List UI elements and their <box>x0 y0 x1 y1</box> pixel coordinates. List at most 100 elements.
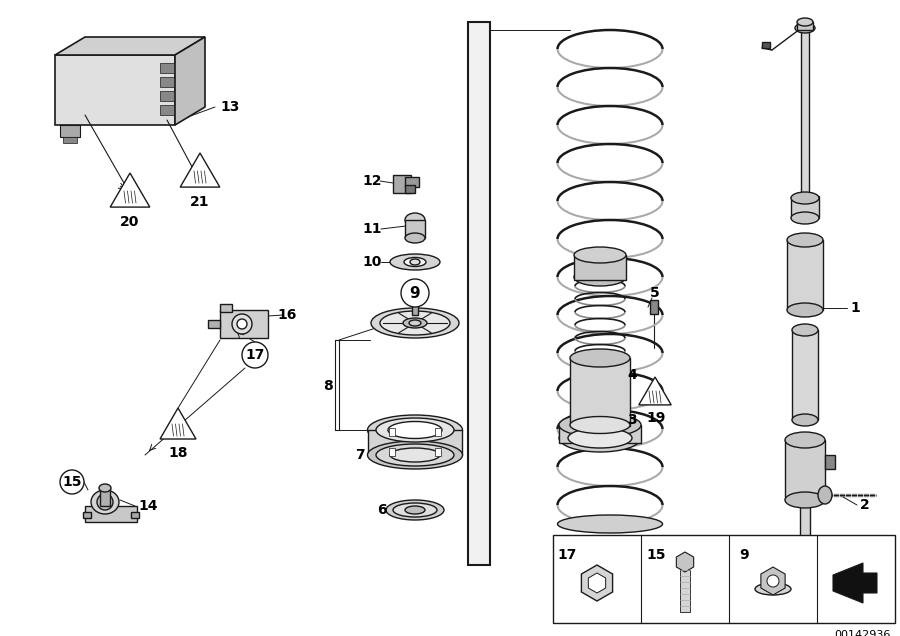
Text: 14: 14 <box>139 499 158 513</box>
Polygon shape <box>55 55 175 125</box>
Bar <box>435 428 441 436</box>
Ellipse shape <box>405 213 425 227</box>
Ellipse shape <box>574 247 626 263</box>
Polygon shape <box>110 173 149 207</box>
Bar <box>792 330 818 420</box>
Bar <box>60 125 80 137</box>
Ellipse shape <box>796 586 814 594</box>
Bar <box>100 488 110 506</box>
Bar <box>83 512 91 518</box>
Bar <box>390 448 395 456</box>
Polygon shape <box>833 563 877 603</box>
Text: 3: 3 <box>627 413 637 427</box>
Bar <box>160 77 174 87</box>
Text: 16: 16 <box>277 308 297 322</box>
Text: 1: 1 <box>850 301 860 315</box>
Ellipse shape <box>390 254 440 270</box>
Ellipse shape <box>570 349 630 367</box>
Bar <box>797 22 813 30</box>
Ellipse shape <box>791 212 819 224</box>
Bar <box>393 175 411 193</box>
Ellipse shape <box>97 494 113 510</box>
Ellipse shape <box>404 258 426 266</box>
Bar <box>335 340 339 430</box>
Bar <box>208 320 220 328</box>
Polygon shape <box>180 153 220 187</box>
Ellipse shape <box>367 415 463 445</box>
Bar <box>390 428 395 436</box>
Bar <box>680 570 690 612</box>
Circle shape <box>60 470 84 494</box>
Ellipse shape <box>91 490 119 514</box>
Polygon shape <box>175 37 205 125</box>
Bar <box>160 91 174 101</box>
Ellipse shape <box>376 444 454 466</box>
Text: 13: 13 <box>220 100 239 114</box>
Ellipse shape <box>792 414 818 426</box>
Bar <box>801 28 809 198</box>
Ellipse shape <box>785 432 825 448</box>
Text: 17: 17 <box>246 348 265 362</box>
Ellipse shape <box>388 422 442 438</box>
Bar <box>405 177 419 187</box>
Ellipse shape <box>559 424 641 452</box>
Bar <box>570 358 630 426</box>
Bar <box>131 512 139 518</box>
Bar <box>405 220 425 238</box>
Bar <box>220 310 268 338</box>
Ellipse shape <box>797 18 813 26</box>
Ellipse shape <box>791 192 819 204</box>
Ellipse shape <box>371 308 459 338</box>
Text: 2: 2 <box>860 498 870 512</box>
Bar <box>785 440 825 500</box>
Bar <box>650 300 658 314</box>
Ellipse shape <box>237 319 247 329</box>
Bar <box>787 240 823 310</box>
Polygon shape <box>55 37 205 55</box>
Ellipse shape <box>405 233 425 243</box>
Text: 6: 6 <box>377 503 387 517</box>
Ellipse shape <box>818 486 832 504</box>
Text: 8: 8 <box>323 379 333 393</box>
Bar <box>85 506 137 522</box>
Text: 21: 21 <box>190 195 210 209</box>
Text: 11: 11 <box>362 222 382 236</box>
Bar <box>559 425 641 443</box>
Text: 9: 9 <box>410 286 420 300</box>
Text: 00142936: 00142936 <box>834 630 891 636</box>
Ellipse shape <box>795 23 815 33</box>
Text: 4: 4 <box>627 368 637 382</box>
Ellipse shape <box>557 515 662 533</box>
Ellipse shape <box>755 583 791 595</box>
Circle shape <box>401 279 429 307</box>
Ellipse shape <box>380 311 450 335</box>
Ellipse shape <box>386 500 444 520</box>
Circle shape <box>242 342 268 368</box>
Bar <box>368 430 462 455</box>
Ellipse shape <box>767 575 779 587</box>
Ellipse shape <box>99 484 111 492</box>
Ellipse shape <box>787 233 823 247</box>
Ellipse shape <box>376 418 454 442</box>
Ellipse shape <box>390 448 440 462</box>
Ellipse shape <box>367 441 463 469</box>
Bar <box>63 137 77 143</box>
Ellipse shape <box>568 428 632 448</box>
Bar <box>825 455 835 469</box>
Text: 17: 17 <box>557 548 577 562</box>
Bar <box>412 305 418 315</box>
Ellipse shape <box>792 324 818 336</box>
Ellipse shape <box>785 492 825 508</box>
Ellipse shape <box>410 259 420 265</box>
Ellipse shape <box>403 318 427 328</box>
Bar <box>800 500 810 590</box>
Ellipse shape <box>570 417 630 434</box>
Text: 18: 18 <box>168 446 188 460</box>
Bar <box>791 196 819 218</box>
Ellipse shape <box>405 506 425 514</box>
Bar <box>160 63 174 73</box>
Text: 10: 10 <box>363 255 382 269</box>
Text: 7: 7 <box>356 448 364 462</box>
Bar <box>553 535 895 623</box>
Text: 15: 15 <box>62 475 82 489</box>
